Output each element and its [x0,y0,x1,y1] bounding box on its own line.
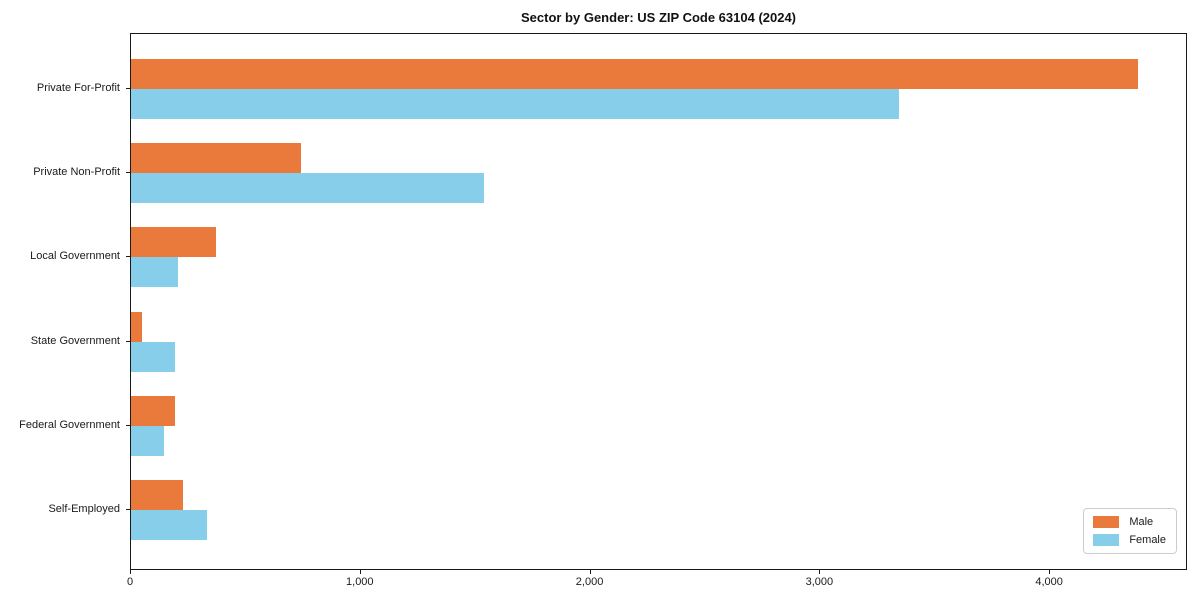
x-tick-mark [589,570,591,574]
bar-male [131,227,216,258]
legend-label: Male [1129,516,1154,528]
y-tick-mark [126,172,130,174]
y-tick-label: Self-Employed [48,503,120,515]
bar-female [131,425,165,456]
bar-female [131,510,207,540]
x-tick-mark [130,570,131,574]
y-tick-label: State Government [30,334,120,347]
x-tick-mark [359,570,361,574]
legend: Male Female [1083,508,1177,554]
x-tick-label: 3,000 [805,576,834,588]
bar-male [131,395,175,426]
bar-male [131,311,143,342]
bar-male [131,143,301,174]
legend-label: Female [1129,534,1166,546]
x-tick-label: 1,000 [346,576,374,588]
y-tick-label: Private Non-Profit [33,166,120,179]
legend-swatch-male [1093,516,1120,528]
legend-item-female: Female [1093,534,1166,546]
plot-area: Male Female [130,33,1187,570]
y-tick-label: Local Government [30,250,120,263]
y-tick-mark [126,509,130,510]
y-tick-mark [126,424,130,426]
x-tick-label: 4,000 [1035,576,1063,588]
legend-item-male: Male [1093,516,1166,528]
bar-female [131,257,179,288]
bar-female [131,173,485,204]
chart-title: Sector by Gender: US ZIP Code 63104 (202… [520,10,797,25]
x-tick-label: 0 [126,576,134,588]
bar-female [131,89,900,119]
y-tick-label: Private For-Profit [36,82,120,94]
y-tick-mark [126,256,130,258]
bar-male [131,59,1138,89]
y-tick-mark [126,88,130,89]
x-tick-label: 2,000 [575,576,604,588]
y-tick-mark [126,340,130,342]
x-tick-mark [819,570,821,574]
legend-swatch-female [1093,534,1120,546]
x-tick-mark [1049,570,1051,574]
bar-female [131,341,175,372]
bar-male [131,480,183,510]
y-tick-label: Federal Government [19,418,120,431]
